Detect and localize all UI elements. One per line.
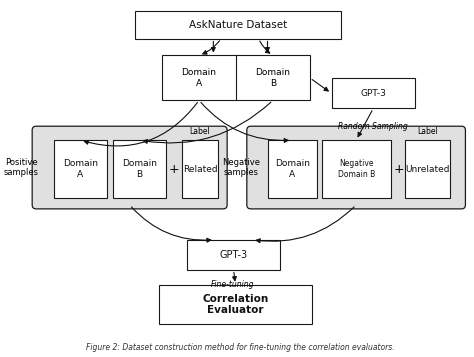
Text: Correlation
Evaluator: Correlation Evaluator: [202, 294, 269, 315]
FancyBboxPatch shape: [267, 140, 317, 198]
Text: Fine-tuning: Fine-tuning: [211, 280, 255, 289]
FancyBboxPatch shape: [159, 285, 312, 325]
Text: GPT-3: GPT-3: [219, 250, 247, 260]
Text: Random Sampling: Random Sampling: [338, 122, 408, 131]
Text: Domain
B: Domain B: [122, 159, 157, 179]
FancyBboxPatch shape: [405, 140, 450, 198]
FancyBboxPatch shape: [162, 55, 310, 100]
Text: Domain
A: Domain A: [63, 159, 98, 179]
Text: AskNature Dataset: AskNature Dataset: [189, 20, 287, 30]
Text: Negative
Domain B: Negative Domain B: [337, 159, 375, 179]
Text: Domain
A: Domain A: [182, 68, 217, 87]
FancyBboxPatch shape: [113, 140, 166, 198]
Text: Unrelated: Unrelated: [405, 165, 450, 174]
Text: Label: Label: [190, 127, 210, 136]
Text: Positive
samples: Positive samples: [4, 158, 39, 177]
FancyBboxPatch shape: [135, 11, 341, 39]
Text: Negative
samples: Negative samples: [222, 158, 260, 177]
Text: Related: Related: [183, 165, 218, 174]
FancyBboxPatch shape: [54, 140, 107, 198]
FancyBboxPatch shape: [182, 140, 218, 198]
Text: Domain
B: Domain B: [255, 68, 291, 87]
FancyBboxPatch shape: [331, 79, 415, 108]
FancyBboxPatch shape: [247, 126, 465, 209]
Text: +: +: [393, 162, 404, 176]
Text: +: +: [169, 162, 179, 176]
FancyBboxPatch shape: [187, 240, 280, 270]
Text: Domain
A: Domain A: [274, 159, 310, 179]
FancyBboxPatch shape: [32, 126, 227, 209]
Text: Label: Label: [417, 127, 438, 136]
Text: Figure 2: Dataset construction method for fine-tuning the correlation evaluators: Figure 2: Dataset construction method fo…: [86, 343, 394, 352]
Text: GPT-3: GPT-3: [360, 89, 386, 98]
FancyBboxPatch shape: [322, 140, 391, 198]
